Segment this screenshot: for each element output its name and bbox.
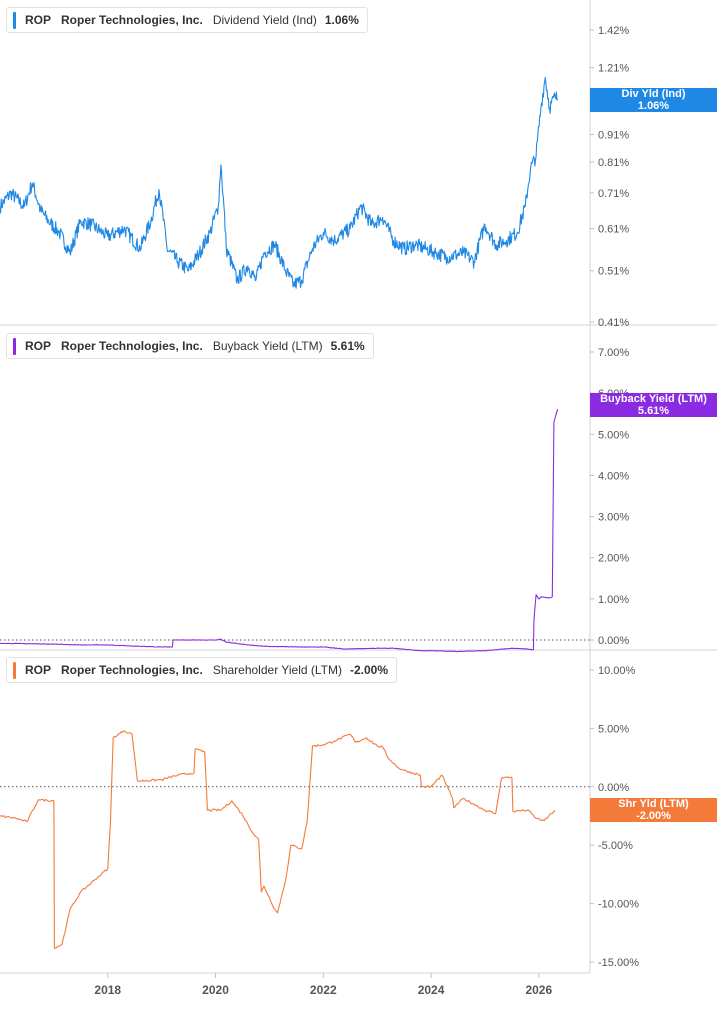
y-tick-label: -15.00% (598, 957, 639, 969)
series-color-swatch (13, 661, 16, 679)
legend-shareholder-yield[interactable]: ROP Roper Technologies, Inc. Shareholder… (6, 657, 398, 683)
y-tick-label: 3.00% (598, 512, 629, 524)
x-tick-label: 2024 (418, 983, 445, 997)
legend-dividend-yield[interactable]: ROP Roper Technologies, Inc. Dividend Yi… (6, 7, 368, 33)
legend-metric: Buyback Yield (LTM) (212, 339, 323, 353)
series-line (0, 409, 559, 653)
y-tick-label: -5.00% (598, 840, 633, 852)
legend-value: 5.61% (330, 339, 365, 353)
y-tick-label: 1.00% (598, 594, 629, 606)
legend-company: Roper Technologies, Inc. (61, 13, 203, 27)
tag-value: 1.06% (637, 100, 670, 112)
x-tick-label: 2020 (202, 983, 229, 997)
tag-value: 5.61% (637, 405, 670, 417)
value-tag-shareholder-yield: Shr Yld (LTM) -2.00% (590, 798, 717, 822)
y-tick-label: 4.00% (598, 470, 629, 482)
x-tick-label: 2022 (310, 983, 337, 997)
y-tick-label: 5.00% (598, 429, 629, 441)
legend-value: 1.06% (324, 13, 359, 27)
y-tick-label: 5.00% (598, 723, 629, 735)
series-color-swatch (13, 11, 16, 29)
x-tick-label: 2026 (525, 983, 552, 997)
x-tick-label: 2018 (94, 983, 121, 997)
y-tick-label: 7.00% (598, 347, 629, 359)
series-line (0, 76, 559, 289)
tag-title: Buyback Yield (LTM) (600, 393, 707, 405)
legend-company: Roper Technologies, Inc. (61, 339, 203, 353)
y-tick-label: 1.21% (598, 63, 629, 75)
legend-metric: Dividend Yield (Ind) (212, 13, 317, 27)
legend-metric: Shareholder Yield (LTM) (212, 663, 342, 677)
legend-ticker: ROP (25, 13, 52, 27)
y-tick-label: 0.71% (598, 188, 629, 200)
legend-company: Roper Technologies, Inc. (61, 663, 203, 677)
y-tick-label: 0.81% (598, 157, 629, 169)
y-tick-label: 0.00% (598, 782, 629, 794)
y-tick-label: 0.51% (598, 266, 629, 278)
series-color-swatch (13, 337, 16, 355)
value-tag-buyback-yield: Buyback Yield (LTM) 5.61% (590, 393, 717, 417)
y-tick-label: 2.00% (598, 553, 629, 565)
y-tick-label: 0.00% (598, 635, 629, 647)
tag-title: Shr Yld (LTM) (618, 798, 689, 810)
tag-title: Div Yld (Ind) (621, 88, 686, 100)
legend-ticker: ROP (25, 663, 52, 677)
y-tick-label: 0.41% (598, 317, 629, 329)
y-tick-label: 0.91% (598, 130, 629, 142)
y-tick-label: 1.42% (598, 25, 629, 37)
y-tick-label: 0.61% (598, 224, 629, 236)
series-line (0, 730, 556, 949)
value-tag-dividend-yield: Div Yld (Ind) 1.06% (590, 88, 717, 112)
legend-ticker: ROP (25, 339, 52, 353)
y-tick-label: 10.00% (598, 665, 636, 677)
legend-buyback-yield[interactable]: ROP Roper Technologies, Inc. Buyback Yie… (6, 333, 374, 359)
legend-value: -2.00% (349, 663, 389, 677)
y-tick-label: -10.00% (598, 899, 639, 911)
tag-value: -2.00% (636, 810, 671, 822)
